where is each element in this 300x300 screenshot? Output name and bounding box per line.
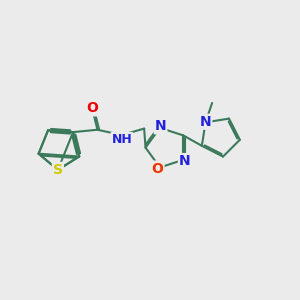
Text: NH: NH [112, 133, 132, 146]
Text: N: N [155, 119, 166, 133]
Text: N: N [179, 154, 190, 168]
Text: S: S [53, 163, 63, 177]
Text: O: O [152, 162, 164, 176]
Text: N: N [200, 115, 212, 129]
Text: O: O [86, 101, 98, 115]
